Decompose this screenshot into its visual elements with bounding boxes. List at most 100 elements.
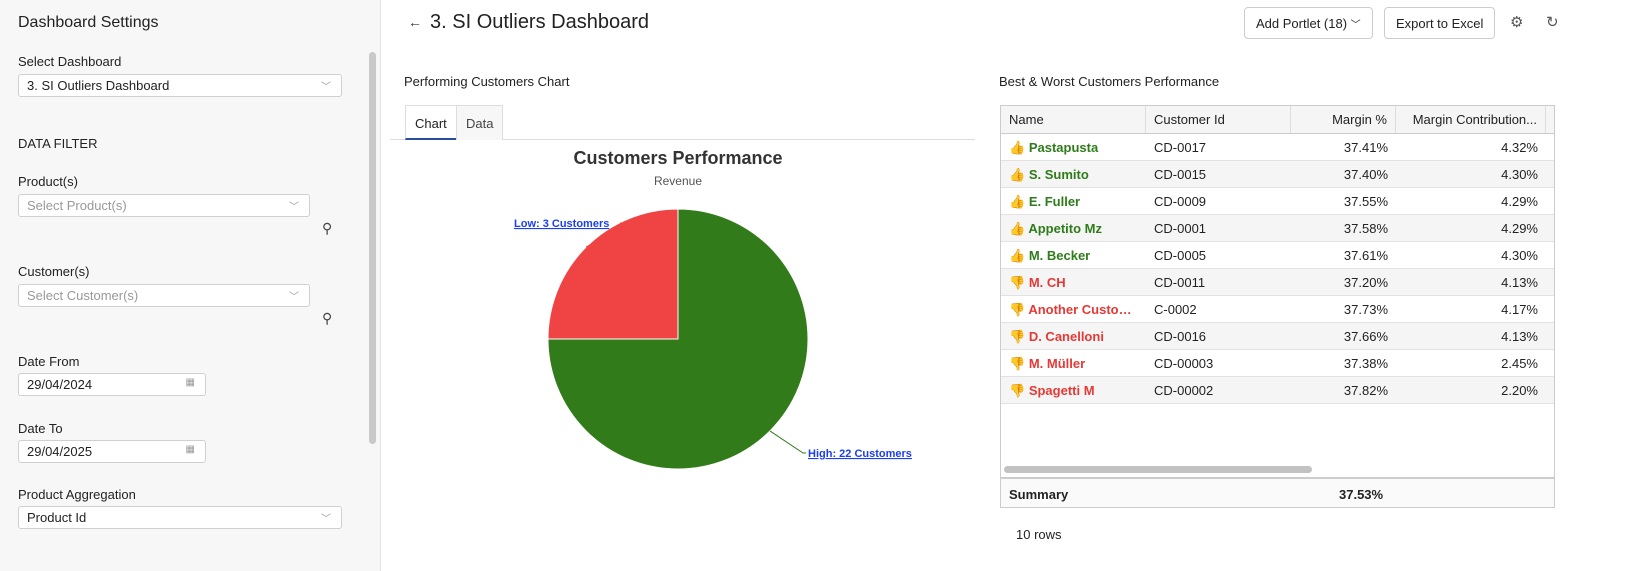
customer-name: 👍 M. Becker (1001, 242, 1146, 268)
table-row[interactable]: 👍 M. Becker CD-0005 37.61% 4.30% (1001, 242, 1554, 269)
date-from-label: Date From (18, 354, 80, 369)
products-label: Product(s) (18, 174, 78, 189)
date-to-label: Date To (18, 421, 63, 436)
customer-name: 👍 Pastapusta (1001, 134, 1146, 160)
tab-data[interactable]: Data (456, 105, 504, 140)
grid-header: Name Customer Id Margin % Margin Contributi… (1001, 106, 1554, 134)
products-select[interactable]: Select Product(s) ﹀ (18, 194, 310, 217)
table-row[interactable]: 👎 D. Canelloni CD-0016 37.66% 4.13% (1001, 323, 1554, 350)
customer-name: 👍 S. Sumito (1001, 161, 1146, 187)
customer-id: CD-0005 (1154, 248, 1207, 263)
summary-label: Summary (1009, 487, 1069, 502)
customer-id: CD-00003 (1154, 356, 1214, 371)
margin-pct: 37.41% (1343, 140, 1388, 155)
search-customers-icon[interactable]: ⚲ (322, 310, 333, 326)
margin-pct: 37.38% (1343, 356, 1388, 371)
margin-pct: 37.82% (1343, 383, 1388, 398)
customer-id: CD-0009 (1154, 194, 1207, 209)
sidebar-title: Dashboard Settings (18, 14, 159, 31)
tab-chart[interactable]: Chart (405, 105, 457, 140)
select-dashboard-dropdown[interactable]: 3. SI Outliers Dashboard ﹀ (18, 74, 342, 97)
customer-name-text: Spagetti M (1028, 383, 1095, 398)
margin-contribution: 4.30% (1501, 248, 1538, 263)
pie-chart: Customers Performance Revenue Low: 3 Cus… (514, 148, 912, 470)
table-row[interactable]: 👎 Spagetti M CD-00002 37.82% 2.20% (1001, 377, 1554, 404)
export-excel-button[interactable]: Export to Excel (1384, 7, 1496, 39)
date-to-input[interactable]: 29/04/2025 ▦ (18, 440, 206, 463)
dashboard-settings-sidebar: Dashboard Settings Select Dashboard 3. S… (0, 0, 381, 571)
margin-pct: 37.55% (1343, 194, 1388, 209)
column-header[interactable]: Margin % (1291, 106, 1396, 133)
aggregation-value: Product Id (27, 510, 87, 525)
chart-title: Customers Performance (573, 148, 782, 168)
thumbs-down-icon: 👎 (1009, 302, 1026, 317)
column-header[interactable]: Margin Contribution... (1396, 106, 1546, 133)
grid-horizontal-scrollbar[interactable] (1004, 466, 1312, 473)
calendar-icon[interactable]: ▦ (185, 444, 195, 455)
select-dashboard-value: 3. SI Outliers Dashboard (27, 78, 170, 93)
customer-name: 👎 Spagetti M (1001, 377, 1146, 403)
table-row[interactable]: 👎 M. Müller CD-00003 37.38% 2.45% (1001, 350, 1554, 377)
column-header[interactable]: Customer Id (1146, 106, 1291, 133)
thumbs-down-icon: 👎 (1009, 275, 1026, 290)
table-row[interactable]: 👍 E. Fuller CD-0009 37.55% 4.29% (1001, 188, 1554, 215)
chevron-down-icon: ﹀ (321, 82, 331, 93)
table-row[interactable]: 👍 Appetito Mz CD-0001 37.58% 4.29% (1001, 215, 1554, 242)
customer-name-text: Pastapusta (1028, 140, 1099, 155)
thumbs-up-icon: 👍 (1009, 194, 1026, 209)
add-portlet-label: Add Portlet (18) (1256, 16, 1348, 31)
margin-contribution: 4.17% (1501, 302, 1538, 317)
customer-id: CD-0015 (1154, 167, 1207, 182)
thumbs-up-icon: 👍 (1009, 248, 1026, 263)
column-header[interactable]: R (1546, 106, 1554, 133)
margin-contribution: 4.30% (1501, 167, 1538, 182)
data-filter-heading: DATA FILTER (18, 136, 98, 151)
table-row[interactable]: 👍 Pastapusta CD-0017 37.41% 4.32% (1001, 134, 1554, 161)
page-title: 3. SI Outliers Dashboard (430, 11, 649, 33)
calendar-icon[interactable]: ▦ (185, 377, 195, 388)
table-row[interactable]: 👎 Another Custom... C-0002 37.73% 4.17% (1001, 296, 1554, 323)
select-dashboard-label: Select Dashboard (18, 54, 122, 69)
products-placeholder: Select Product(s) (27, 198, 127, 213)
pie-slice[interactable] (547, 208, 809, 470)
back-arrow-icon[interactable]: ← (408, 14, 422, 30)
refresh-icon[interactable]: ↻ (1546, 14, 1559, 31)
thumbs-down-icon: 👎 (1009, 383, 1026, 398)
margin-pct: 37.73% (1343, 302, 1388, 317)
table-row[interactable]: 👎 M. CH CD-0011 37.20% 4.13% (1001, 269, 1554, 296)
customer-name-text: E. Fuller (1028, 194, 1081, 209)
customer-id: C-0002 (1154, 302, 1197, 317)
slice-label[interactable]: High: 22 Customers (808, 448, 912, 460)
customer-id: CD-0011 (1154, 275, 1206, 290)
row-count: 10 rows (1016, 527, 1062, 542)
customers-label: Customer(s) (18, 264, 90, 279)
slice-connector (769, 430, 806, 454)
customer-id: CD-00002 (1154, 383, 1214, 398)
add-portlet-button[interactable]: Add Portlet (18) ﹀ (1244, 7, 1373, 39)
customers-grid: Name Customer Id Margin % Margin Contributi… (1000, 105, 1555, 508)
slice-label[interactable]: Low: 3 Customers (514, 218, 609, 230)
summary-margin: 37.53% (1339, 487, 1384, 502)
date-from-value: 29/04/2024 (27, 377, 93, 392)
sidebar-scrollbar[interactable] (369, 52, 376, 444)
customer-name: 👎 D. Canelloni (1001, 323, 1146, 349)
date-from-input[interactable]: 29/04/2024 ▦ (18, 373, 206, 396)
gear-icon[interactable]: ⚙ (1510, 14, 1524, 31)
margin-contribution: 4.13% (1501, 275, 1538, 290)
dashboard-main: ← 3. SI Outliers Dashboard Add Portlet (… (382, 0, 1625, 571)
customer-name: 👎 Another Custom... (1001, 296, 1146, 322)
chart-subtitle: Revenue (654, 174, 702, 188)
customers-select[interactable]: Select Customer(s) ﹀ (18, 284, 310, 307)
margin-contribution: 4.29% (1501, 221, 1538, 236)
customer-name-text: Another Custom... (1028, 302, 1141, 317)
thumbs-up-icon: 👍 (1009, 140, 1026, 155)
table-row[interactable]: 👍 S. Sumito CD-0015 37.40% 4.30% (1001, 161, 1554, 188)
margin-contribution: 4.29% (1501, 194, 1538, 209)
aggregation-select[interactable]: Product Id ﹀ (18, 506, 342, 529)
margin-contribution: 4.32% (1501, 140, 1538, 155)
customer-name: 👍 E. Fuller (1001, 188, 1146, 214)
column-header[interactable]: Name (1001, 106, 1146, 133)
customer-name-text: M. CH (1028, 275, 1066, 290)
margin-contribution: 2.20% (1501, 383, 1538, 398)
search-products-icon[interactable]: ⚲ (322, 220, 333, 236)
